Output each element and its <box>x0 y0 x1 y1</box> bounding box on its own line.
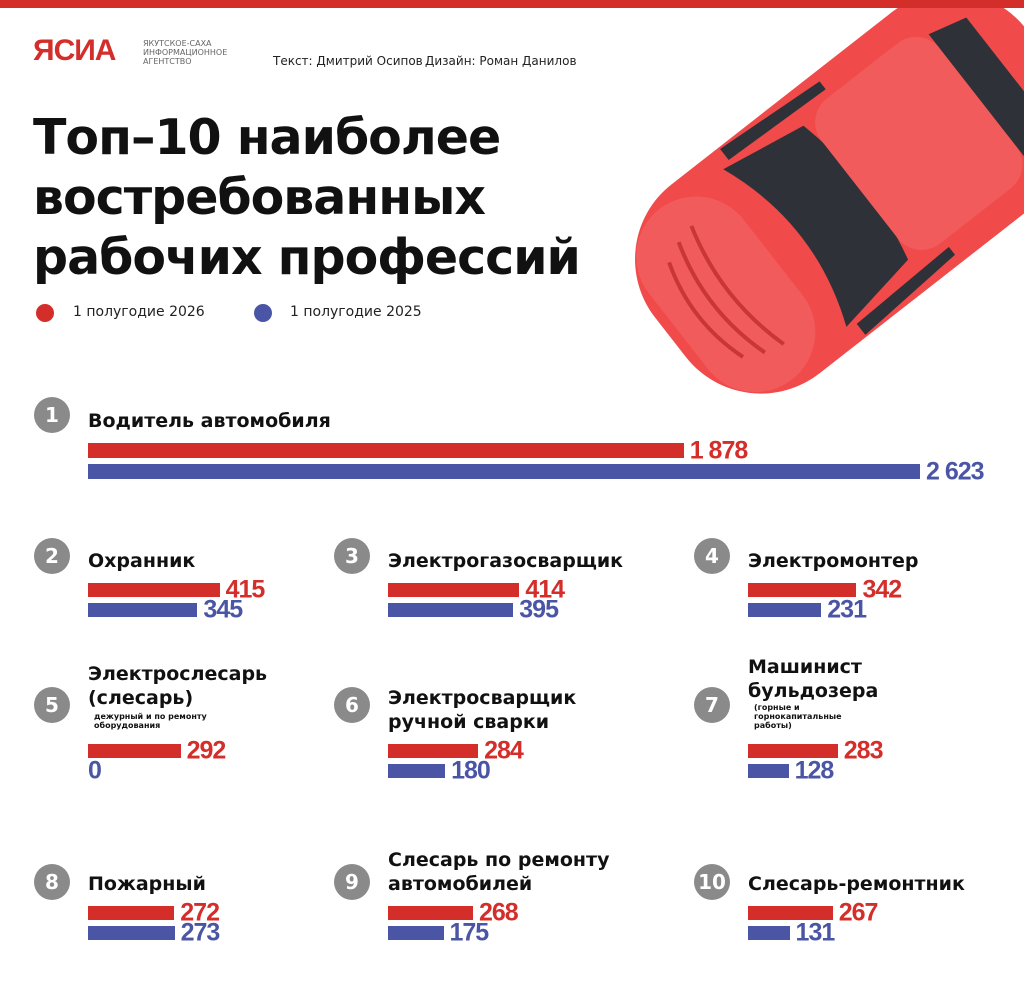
rank-badge: 5 <box>34 687 70 723</box>
value-label: 283 <box>843 736 884 765</box>
bar <box>388 583 520 597</box>
rank-badge: 4 <box>694 538 730 574</box>
bar <box>388 906 473 920</box>
value-label: 231 <box>827 595 867 624</box>
profession-name: Слесарь-ремонтник <box>748 872 998 896</box>
legend-dot <box>254 304 272 322</box>
rank-badge: 6 <box>334 687 370 723</box>
profession-name: Электромонтер <box>748 549 998 573</box>
bar <box>748 583 857 597</box>
profession-label: Пожарный <box>88 873 206 895</box>
profession-label: Электросварщик ручной сварки <box>388 687 577 733</box>
profession-label: Электрослесарь (слесарь) <box>88 663 268 709</box>
value-label: 0 <box>88 756 102 785</box>
value-label: 273 <box>180 918 221 947</box>
rank-badge: 9 <box>334 864 370 900</box>
rank-badge: 8 <box>34 864 70 900</box>
profession-name: Электрослесарь (слесарь) дежурный и по ре… <box>88 662 298 734</box>
rank-badge: 3 <box>334 538 370 574</box>
chart-title: Топ–10 наиболее востребованных рабочих п… <box>33 109 581 286</box>
profession-name: Охранник <box>88 549 338 573</box>
profession-name: Пожарный <box>88 872 338 896</box>
bar <box>88 906 175 920</box>
value-label: 180 <box>451 756 491 785</box>
bar <box>88 744 181 758</box>
profession-label: Электромонтер <box>748 550 919 572</box>
profession-name: Электросварщик ручной сварки <box>388 686 638 734</box>
bar <box>388 764 446 778</box>
bar <box>748 906 833 920</box>
value-label: 345 <box>203 595 243 624</box>
value-label: 272 <box>180 898 220 927</box>
logo: ЯСИА <box>33 34 116 67</box>
value-label: 342 <box>862 575 902 604</box>
agency-name: ЯКУТСКОЕ-САХА ИНФОРМАЦИОННОЕ АГЕНТСТВО <box>143 39 228 66</box>
profession-label: Машинист бульдозера <box>748 656 879 702</box>
bar <box>748 603 822 617</box>
bar <box>748 744 838 758</box>
bar <box>88 603 198 617</box>
profession-note: (горные и горнокапитальные работы) <box>754 703 842 730</box>
bar <box>388 744 479 758</box>
value-label: 268 <box>479 898 519 927</box>
value-label: 415 <box>225 575 266 604</box>
bar <box>88 464 920 479</box>
rank-badge: 7 <box>694 687 730 723</box>
legend-label: 1 полугодие 2026 <box>73 304 205 320</box>
bar <box>748 926 790 940</box>
value-label: 128 <box>794 756 835 785</box>
text-credit: Текст: Дмитрий Осипов <box>273 54 423 68</box>
bar <box>388 603 514 617</box>
profession-note: дежурный и по ремонту оборудования <box>94 712 207 730</box>
value-label: 414 <box>525 575 565 604</box>
rank-badge: 2 <box>34 538 70 574</box>
bar <box>88 583 220 597</box>
profession-label: Водитель автомобиля <box>88 410 331 432</box>
value-label: 395 <box>519 595 559 624</box>
profession-label: Слесарь-ремонтник <box>748 873 965 895</box>
bar <box>748 764 789 778</box>
profession-name: Водитель автомобиля <box>88 409 488 433</box>
legend-label: 1 полугодие 2025 <box>290 304 422 320</box>
rank-badge: 10 <box>694 864 730 900</box>
value-label: 2 623 <box>926 457 985 485</box>
design-credit: Дизайн: Роман Данилов <box>425 54 577 68</box>
value-label: 175 <box>449 918 490 947</box>
profession-name: Электрогазосварщик <box>388 549 638 573</box>
value-label: 1 878 <box>689 436 749 464</box>
profession-label: Слесарь по ремонту автомобилей <box>388 849 610 895</box>
rank-badge: 1 <box>34 397 70 433</box>
legend-dot <box>36 304 54 322</box>
value-label: 267 <box>838 898 879 927</box>
value-label: 131 <box>795 918 836 947</box>
value-label: 284 <box>484 736 524 765</box>
bar <box>88 926 175 940</box>
bar <box>88 443 684 458</box>
profession-label: Охранник <box>88 550 196 572</box>
profession-label: Электрогазосварщик <box>388 550 624 572</box>
profession-name: Машинист бульдозера(горные и горнокапита… <box>748 655 908 734</box>
value-label: 292 <box>186 736 227 765</box>
profession-name: Слесарь по ремонту автомобилей <box>388 848 638 896</box>
car-illustration <box>635 0 1024 394</box>
bar <box>388 926 444 940</box>
top-bar <box>0 0 1024 8</box>
